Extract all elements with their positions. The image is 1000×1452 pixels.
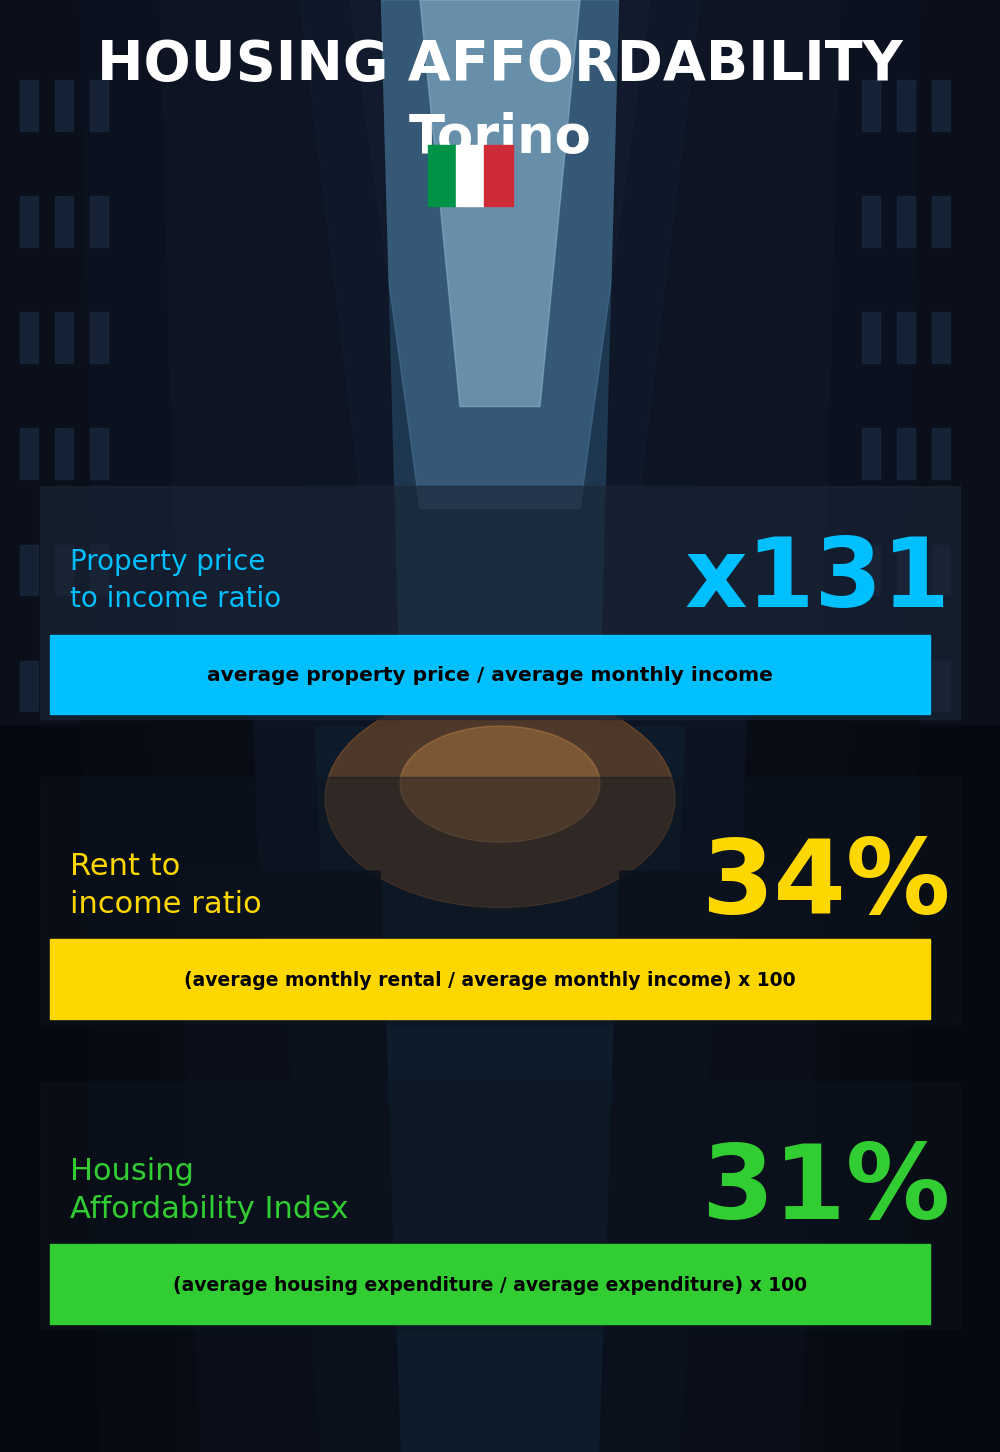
Text: Rent to
income ratio: Rent to income ratio — [70, 852, 262, 919]
Bar — [55, 80, 73, 131]
Bar — [897, 312, 915, 363]
Polygon shape — [680, 0, 920, 871]
Bar — [897, 777, 915, 828]
Text: Torino: Torino — [409, 112, 591, 164]
Polygon shape — [600, 0, 840, 726]
Polygon shape — [80, 0, 320, 871]
Polygon shape — [820, 726, 1000, 1452]
Bar — [40, 777, 960, 1024]
Polygon shape — [160, 0, 400, 726]
Bar — [897, 196, 915, 247]
Bar — [90, 196, 108, 247]
Bar — [90, 544, 108, 595]
Bar — [897, 544, 915, 595]
Ellipse shape — [400, 726, 600, 842]
Bar — [50, 635, 930, 714]
Bar — [50, 939, 930, 1019]
Bar — [932, 544, 950, 595]
Text: (average monthly rental / average monthly income) x 100: (average monthly rental / average monthl… — [184, 970, 796, 990]
Bar — [862, 196, 880, 247]
Bar — [862, 661, 880, 711]
Bar — [50, 1244, 930, 1324]
Bar — [20, 893, 38, 944]
Polygon shape — [80, 653, 280, 1452]
Bar — [40, 1082, 960, 1329]
Bar — [862, 312, 880, 363]
Bar — [932, 777, 950, 828]
Polygon shape — [0, 0, 220, 1016]
Bar — [20, 544, 38, 595]
Bar — [897, 80, 915, 131]
Text: Property price
to income ratio: Property price to income ratio — [70, 549, 281, 613]
Polygon shape — [720, 653, 920, 1452]
Bar — [90, 661, 108, 711]
Ellipse shape — [325, 690, 675, 908]
Bar — [897, 893, 915, 944]
Bar — [428, 145, 456, 206]
Bar — [55, 777, 73, 828]
Bar — [897, 428, 915, 479]
Bar — [484, 145, 512, 206]
Text: (average housing expenditure / average expenditure) x 100: (average housing expenditure / average e… — [173, 1275, 807, 1295]
Bar — [862, 428, 880, 479]
Bar — [862, 80, 880, 131]
Polygon shape — [180, 871, 400, 1452]
Polygon shape — [0, 726, 180, 1452]
Bar — [20, 661, 38, 711]
Bar — [932, 893, 950, 944]
Bar — [55, 661, 73, 711]
Polygon shape — [680, 944, 1000, 1452]
Polygon shape — [420, 0, 580, 407]
Polygon shape — [350, 0, 650, 508]
Text: Housing
Affordability Index: Housing Affordability Index — [70, 1157, 348, 1224]
Text: average property price / average monthly income: average property price / average monthly… — [207, 665, 773, 685]
Text: 34%: 34% — [701, 835, 950, 937]
Bar — [456, 145, 484, 206]
Polygon shape — [300, 0, 700, 653]
Text: 31%: 31% — [701, 1140, 950, 1241]
Bar — [55, 196, 73, 247]
Bar — [90, 893, 108, 944]
Bar — [40, 486, 960, 719]
Bar — [20, 80, 38, 131]
Bar — [55, 893, 73, 944]
Bar — [862, 893, 880, 944]
Bar — [862, 777, 880, 828]
Polygon shape — [780, 0, 1000, 1016]
Bar — [932, 661, 950, 711]
Text: x131: x131 — [684, 534, 950, 627]
Bar — [20, 777, 38, 828]
Bar — [20, 312, 38, 363]
Bar — [20, 196, 38, 247]
Bar — [90, 312, 108, 363]
Bar — [90, 777, 108, 828]
Bar — [932, 312, 950, 363]
Bar — [55, 312, 73, 363]
Bar — [897, 661, 915, 711]
Bar — [20, 428, 38, 479]
Polygon shape — [0, 944, 320, 1452]
Bar — [932, 428, 950, 479]
Bar — [932, 196, 950, 247]
Bar — [90, 428, 108, 479]
Text: HOUSING AFFORDABILITY: HOUSING AFFORDABILITY — [97, 38, 903, 93]
Bar — [55, 428, 73, 479]
Polygon shape — [600, 871, 820, 1452]
Bar — [932, 80, 950, 131]
Bar — [862, 544, 880, 595]
Bar — [55, 544, 73, 595]
Bar — [90, 80, 108, 131]
